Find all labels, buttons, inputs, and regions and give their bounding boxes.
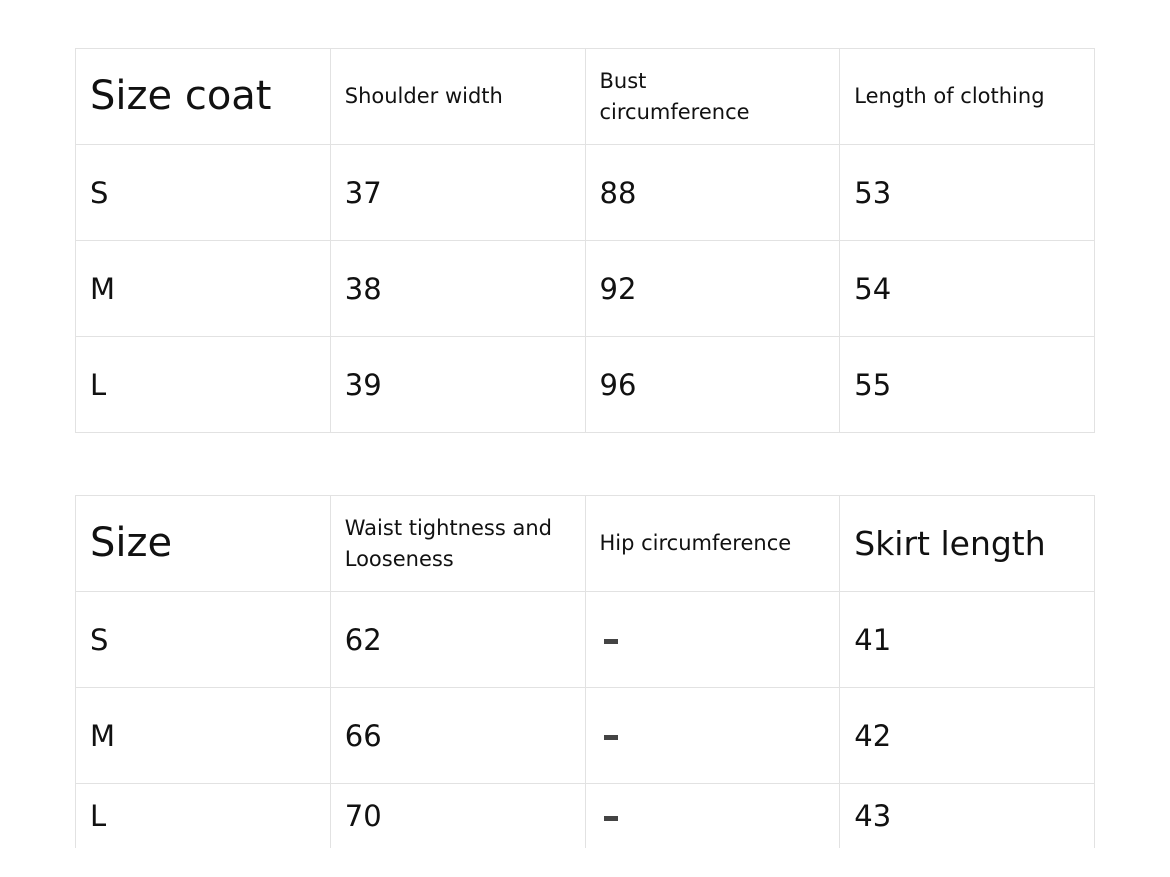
cell: 62	[329, 591, 586, 688]
header-text: Waist tightness and Looseness	[344, 515, 552, 571]
cell: 37	[329, 144, 586, 241]
cell: S	[75, 591, 331, 688]
cell: 88	[584, 144, 841, 241]
table-header-row: Size coat Shoulder width Bust circumfere…	[75, 48, 1095, 145]
header-cell: Bust circumference	[584, 48, 841, 145]
cell: S	[75, 144, 331, 241]
table-row: M 66 - 42	[75, 687, 1095, 784]
header-cell: Size coat	[75, 48, 331, 145]
dash-mark	[603, 815, 618, 821]
cell: 38	[329, 240, 586, 337]
cell: M	[75, 687, 331, 784]
header-cell: Size	[75, 495, 331, 592]
table-row: S 37 88 53	[75, 144, 1095, 241]
table-row: S 62 - 41	[75, 591, 1095, 688]
cell: -	[584, 591, 841, 688]
table-row: M 38 92 54	[75, 240, 1095, 337]
table-header-row: Size Waist tightness and Looseness Hip c…	[75, 495, 1095, 592]
header-cell: Shoulder width	[329, 48, 586, 145]
cell: 55	[839, 336, 1095, 433]
table-row: L 70 - 43	[75, 783, 1095, 848]
cell: 53	[839, 144, 1095, 241]
table-row: L 39 96 55	[75, 336, 1095, 433]
cell: -	[584, 783, 841, 848]
cell: 92	[584, 240, 841, 337]
header-text: Bust circumference	[599, 68, 750, 124]
cell: L	[75, 336, 331, 433]
cell: 42	[839, 687, 1095, 784]
cell: M	[75, 240, 331, 337]
skirt-size-table: Size Waist tightness and Looseness Hip c…	[75, 495, 1095, 848]
header-cell: Skirt length	[839, 495, 1095, 592]
cell: -	[584, 687, 841, 784]
coat-size-table: Size coat Shoulder width Bust circumfere…	[75, 48, 1095, 433]
cell: 41	[839, 591, 1095, 688]
header-cell: Hip circumference	[584, 495, 841, 592]
header-cell: Waist tightness and Looseness	[329, 495, 586, 592]
cell: 66	[329, 687, 586, 784]
cell: L	[75, 783, 331, 848]
dash-mark	[603, 735, 618, 740]
cell: 70	[329, 783, 586, 848]
cell: 54	[839, 240, 1095, 337]
cell: 43	[839, 783, 1095, 848]
cell: 96	[584, 336, 841, 433]
header-cell: Length of clothing	[839, 48, 1095, 145]
dash-mark	[603, 639, 618, 644]
cell: 39	[329, 336, 586, 433]
